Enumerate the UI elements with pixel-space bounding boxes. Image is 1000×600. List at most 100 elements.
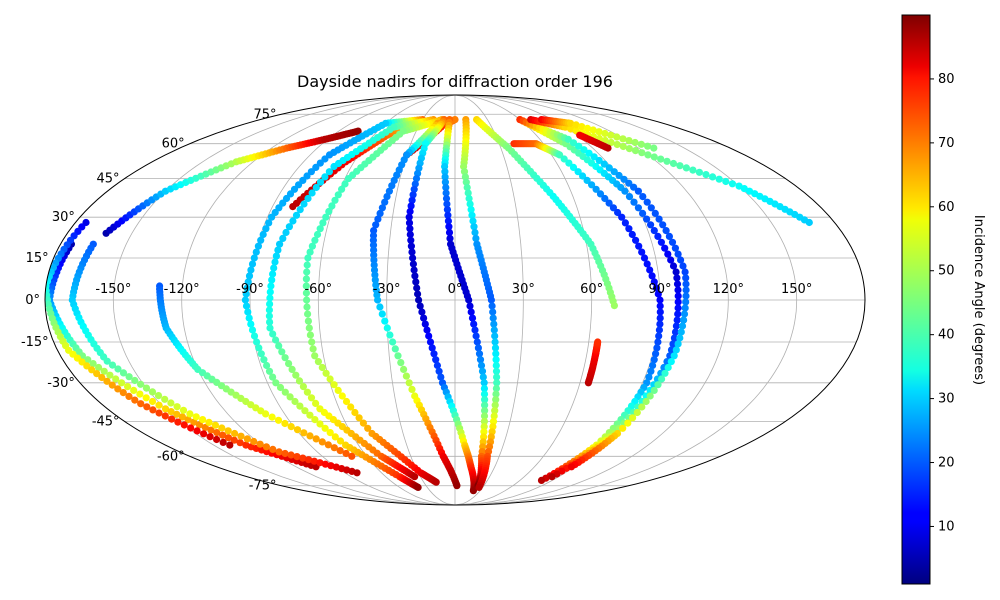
nadir-point [142,394,150,402]
nadir-point [407,242,415,250]
nadir-point [674,310,682,318]
nadir-point [322,369,330,377]
nadir-point [308,338,316,346]
nadir-point [250,437,258,446]
nadir-point [230,436,238,444]
nadir-point [464,189,472,197]
nadir-point [408,385,416,393]
nadir-point [286,393,294,401]
nadir-point [695,168,704,176]
nadir-point [275,448,283,456]
nadir-point [303,303,311,311]
nadir-point [609,204,618,212]
nadir-point [632,236,640,244]
nadir-point [481,401,489,409]
nadir-point [173,403,181,411]
data-points [45,116,813,495]
nadir-point [244,278,252,286]
nadir-point [453,482,461,490]
nadir-point [592,185,600,193]
nadir-point [306,432,314,440]
nadir-point [444,211,452,219]
nadir-point [491,332,499,340]
nadir-point [316,159,324,167]
nadir-point [265,312,273,320]
nadir-point [410,185,418,193]
nadir-point [275,342,283,350]
nadir-point [326,375,334,383]
nadir-point [421,320,429,328]
y-tick-label: 0° [25,293,40,308]
colorbar-tick-label: 20 [938,456,955,471]
nadir-point [201,423,209,432]
nadir-point [78,358,86,366]
nadir-point [180,421,188,429]
x-tick-label: 0° [448,282,463,297]
nadir-point [677,256,685,264]
map-boundary [44,94,866,506]
nadir-point [378,310,386,318]
nadir-point [487,296,495,304]
nadir-point [409,260,417,268]
nadir-point [410,266,418,274]
nadir-point [408,248,416,256]
nadir-point [266,294,274,302]
nadir-point [665,232,674,240]
nadir-point [372,221,380,229]
x-tick-label: -30° [373,282,401,297]
nadir-point [681,304,689,312]
nadir-point [467,206,475,214]
nadir-point [411,272,419,280]
nadir-point [376,209,384,217]
nadir-point [265,219,273,227]
nadir-point [613,133,621,141]
nadir-point [629,414,637,422]
nadir-point [224,427,232,435]
nadir-point [676,334,684,342]
nadir-point [408,196,416,204]
nadir-point [276,383,285,392]
nadir-point [474,344,482,352]
y-tick-label: 15° [26,251,49,266]
nadir-point [413,284,421,292]
nadir-point [112,375,120,383]
nadir-point [237,432,245,440]
x-tick-label: -120° [164,282,200,297]
nadir-point [336,437,345,445]
nadir-point [443,200,451,208]
nadir-point [241,296,249,304]
nadir-point [560,155,568,163]
nadir-point [370,246,378,254]
nadir-point [137,380,145,388]
nadir-point [625,179,633,187]
nadir-point [296,206,304,214]
nadir-point [319,219,327,227]
nadir-point [272,252,280,260]
nadir-point [621,187,629,195]
nadir-point [338,392,346,400]
nadir-point [187,424,195,432]
colorbar-tick-label: 60 [938,200,955,215]
nadir-point [253,338,261,346]
nadir-point [271,258,279,266]
nadir-point [575,142,583,150]
nadir-point [231,429,239,438]
nadir-point [407,236,415,244]
nadir-point [430,350,438,358]
nadir-point [643,198,651,206]
nadir-point [624,419,632,427]
nadir-point [213,435,221,444]
nadir-point [635,242,643,250]
nadir-point [574,168,582,176]
nadir-point [465,194,473,203]
nadir-point [318,438,326,446]
nadir-point [489,417,498,425]
nadir-point [661,244,669,252]
nadir-point [411,473,419,481]
nadir-point [619,142,627,151]
nadir-point [480,390,489,398]
nadir-point [331,433,339,441]
nadir-point [247,266,255,274]
nadir-point [125,392,133,400]
nadir-point [638,248,646,256]
